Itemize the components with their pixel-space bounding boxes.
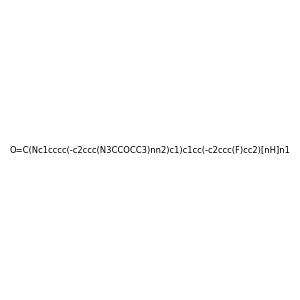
Text: O=C(Nc1cccc(-c2ccc(N3CCOCC3)nn2)c1)c1cc(-c2ccc(F)cc2)[nH]n1: O=C(Nc1cccc(-c2ccc(N3CCOCC3)nn2)c1)c1cc(… (10, 146, 290, 154)
